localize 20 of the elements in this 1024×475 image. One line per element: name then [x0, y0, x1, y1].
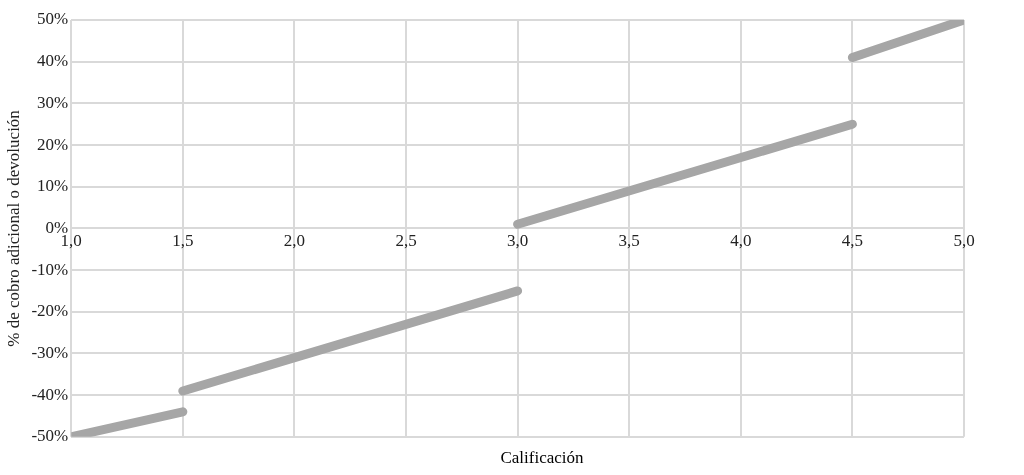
y-tick-label: -10%	[31, 259, 69, 279]
x-tick-label: 1,5	[172, 231, 194, 251]
y-tick-label: 40%	[37, 51, 69, 71]
x-tick-label: 2,5	[395, 231, 417, 251]
y-tick-label: -40%	[31, 384, 69, 404]
x-tick-label: 3,0	[506, 231, 529, 251]
x-tick-label: 4,5	[841, 231, 864, 251]
y-tick-label: 20%	[37, 134, 69, 154]
x-tick-label: 4,0	[730, 231, 752, 251]
y-tick-label: 30%	[37, 92, 69, 112]
y-axis-title: % de cobro adicional o devolución	[3, 109, 23, 347]
y-tick-label: -20%	[31, 301, 69, 321]
x-tick-label: 3,5	[618, 231, 640, 251]
x-tick-label: 5,0	[953, 231, 975, 251]
y-tick-label: 10%	[37, 176, 69, 196]
x-tick-label: 2,0	[283, 231, 306, 251]
y-tick-label: -30%	[31, 342, 69, 362]
x-axis-title: Calificación	[499, 448, 585, 468]
y-tick-label: -50%	[31, 426, 69, 446]
y-tick-label: 50%	[37, 9, 69, 29]
